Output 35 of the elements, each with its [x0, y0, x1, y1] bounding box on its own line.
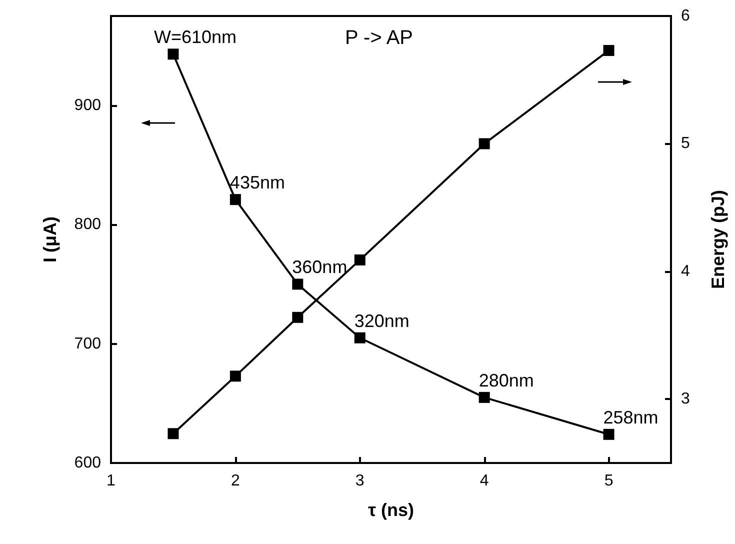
y2-axis-title: Energy (pJ)	[708, 190, 728, 290]
point	[230, 370, 241, 382]
x-tick-label: 2	[230, 472, 240, 490]
y2-tick-label: 5	[681, 135, 690, 152]
annotation: 280nm	[478, 370, 534, 390]
y-tick-label: 900	[74, 96, 102, 114]
point	[478, 392, 490, 403]
point	[292, 278, 304, 290]
y2-tick-label: 3	[681, 390, 690, 408]
y-tick-label: 800	[74, 216, 102, 234]
x-axis-title: τ (ns)	[368, 500, 414, 520]
x-tick-label: 5	[604, 472, 614, 490]
point	[168, 48, 179, 60]
x-tick-label: 1	[106, 472, 116, 490]
x-tick-label: 3	[355, 472, 364, 490]
point	[354, 332, 366, 344]
x-tick-label: 4	[480, 472, 489, 490]
y-axis-title: I (μA)	[40, 216, 60, 263]
point	[603, 44, 614, 56]
y2-tick-label: 4	[681, 262, 690, 280]
point	[230, 194, 241, 206]
y2-tick-label: 6	[681, 8, 690, 24]
annotation: 360nm	[292, 257, 348, 278]
point	[168, 428, 179, 440]
point	[478, 138, 490, 150]
point	[292, 312, 304, 323]
annotation: W=610nm	[154, 27, 236, 48]
point	[603, 428, 614, 440]
point	[354, 254, 366, 266]
annotation: P -> AP	[345, 27, 414, 49]
annotation: 435nm	[230, 172, 285, 193]
annotation: 320nm	[354, 310, 410, 331]
annotation: 258nm	[603, 407, 658, 428]
y-tick-label: 600	[74, 454, 102, 472]
y-tick-label: 700	[74, 335, 102, 352]
